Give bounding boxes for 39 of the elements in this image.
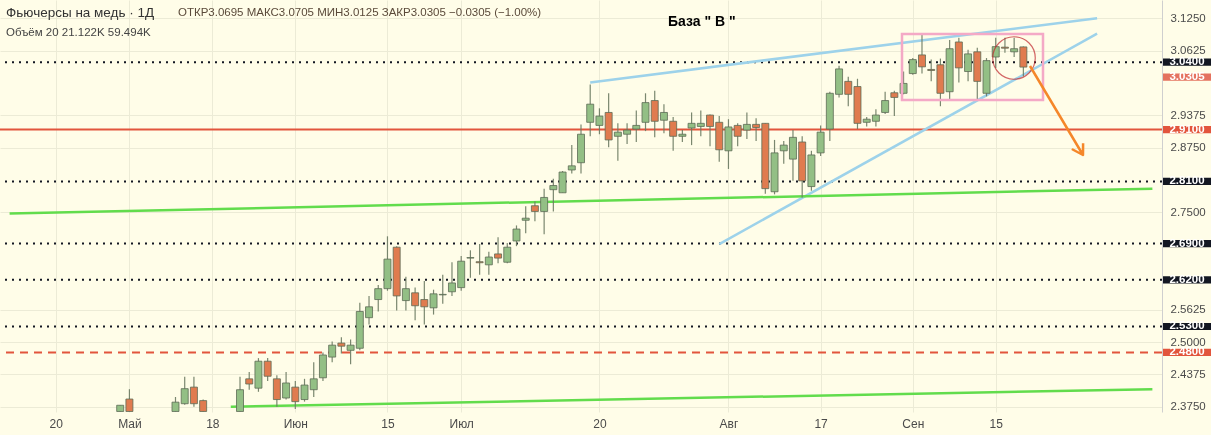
ref-line-label: 2.6900 (1169, 236, 1205, 249)
x-tick-label: 17 (814, 416, 829, 431)
text: 3.0305 (1169, 70, 1206, 83)
y-tick-label: 2.3750 (1170, 400, 1206, 413)
x-tick-label: 18 (206, 416, 220, 431)
y-tick-label: 2.8750 (1170, 141, 1206, 154)
y-tick-label: 2.7500 (1170, 205, 1206, 218)
ref-line-label: 2.4800 (1169, 345, 1205, 358)
y-tick-label: 2.5625 (1170, 303, 1206, 316)
chart-subtitle: ОТКР3.0695 МАКС3.0705 МИН3.0125 ЗАКР3.0305 −0.0305 (−1.00%) (178, 6, 542, 18)
candlestick (521, 205, 530, 234)
y-tick-label: 2.4375 (1170, 367, 1206, 380)
ref-line-label: 2.6200 (1169, 272, 1205, 285)
y-tick-label: 3.0625 (1170, 44, 1206, 57)
annotation: База " В " (668, 13, 736, 29)
y-tick-label: 3.1250 (1170, 11, 1206, 24)
ref-line-label: 3.0400 (1169, 55, 1205, 68)
x-tick-label: Май (118, 416, 142, 431)
y-tick-label: 2.5000 (1170, 335, 1206, 348)
x-tick-label: Сен (902, 416, 925, 431)
x-tick-label: 20 (593, 416, 607, 431)
candlestick (466, 249, 475, 279)
ref-line-label: 2.5300 (1169, 319, 1205, 332)
candlestick (567, 144, 576, 175)
candlestick (816, 124, 825, 157)
x-tick-label: 15 (381, 416, 395, 431)
y-tick-label: 2.9375 (1170, 108, 1206, 121)
chart-title: Фьючерсы на медь · 1Д (6, 5, 155, 20)
annotation: Объём 20 21.122K 59.494K (6, 26, 152, 38)
x-tick-label: Авг (719, 416, 739, 431)
ref-line-label: 2.8100 (1169, 174, 1205, 187)
x-tick-label: 20 (49, 416, 64, 431)
ref-line-label: 2.9100 (1169, 122, 1205, 135)
candlestick (236, 376, 244, 413)
x-tick-label: Июн (283, 416, 308, 431)
x-tick-label: Июл (449, 416, 474, 431)
candlestick (512, 224, 521, 247)
x-tick-label: 15 (989, 416, 1004, 431)
candlestick (881, 91, 890, 115)
